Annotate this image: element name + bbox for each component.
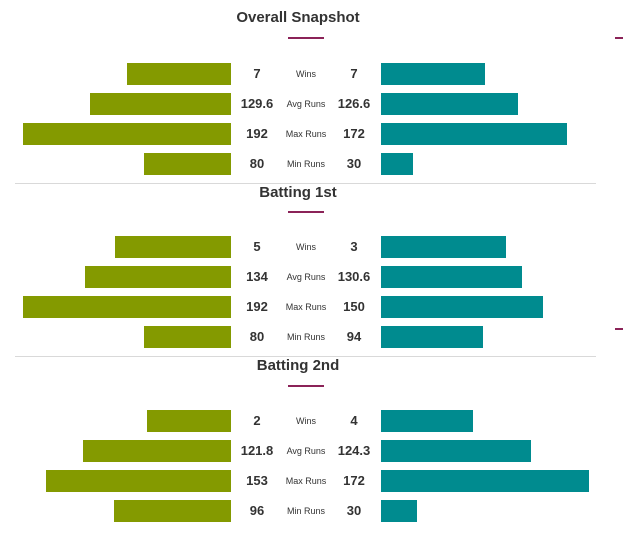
left-bar bbox=[114, 500, 231, 522]
metric-label: Wins bbox=[296, 69, 316, 79]
stat-row: 153 Max Runs 172 bbox=[0, 470, 596, 492]
metric-label: Max Runs bbox=[285, 129, 327, 139]
right-value: 172 bbox=[343, 473, 365, 488]
metric-label: Avg Runs bbox=[286, 99, 326, 109]
stat-row: 134 Avg Runs 130.6 bbox=[0, 266, 596, 288]
section-divider bbox=[15, 356, 596, 357]
right-value: 130.6 bbox=[337, 269, 371, 284]
metric-label: Wins bbox=[296, 242, 316, 252]
left-bar bbox=[85, 266, 231, 288]
right-value: 126.6 bbox=[337, 96, 371, 111]
left-value: 121.8 bbox=[240, 443, 274, 458]
left-bar bbox=[144, 326, 231, 348]
left-bar bbox=[46, 470, 231, 492]
left-bar bbox=[83, 440, 231, 462]
stat-row: 96 Min Runs 30 bbox=[0, 500, 596, 522]
stat-row: 7 Wins 7 bbox=[0, 63, 596, 85]
section-title: Overall Snapshot bbox=[236, 9, 360, 26]
right-value: 150 bbox=[343, 299, 365, 314]
right-bar bbox=[381, 326, 483, 348]
stat-row: 5 Wins 3 bbox=[0, 236, 596, 258]
metric-label: Wins bbox=[296, 416, 316, 426]
left-bar bbox=[23, 123, 231, 145]
left-value: 129.6 bbox=[240, 96, 274, 111]
left-value: 80 bbox=[249, 156, 265, 171]
left-value: 96 bbox=[249, 503, 265, 518]
left-value: 153 bbox=[246, 473, 268, 488]
stat-row: 192 Max Runs 150 bbox=[0, 296, 596, 318]
section-title: Batting 1st bbox=[259, 184, 337, 201]
right-bar bbox=[381, 296, 543, 318]
right-bar bbox=[381, 236, 506, 258]
section-title: Batting 2nd bbox=[256, 357, 340, 374]
right-value: 7 bbox=[350, 66, 358, 81]
right-bar bbox=[381, 153, 413, 175]
right-bar bbox=[381, 410, 473, 432]
right-bar bbox=[381, 93, 518, 115]
right-value: 30 bbox=[346, 503, 362, 518]
right-value: 30 bbox=[346, 156, 362, 171]
adjacent-panel-clipped bbox=[596, 0, 623, 545]
stat-row: 192 Max Runs 172 bbox=[0, 123, 596, 145]
adjacent-title-underline bbox=[615, 328, 623, 330]
right-value: 124.3 bbox=[337, 443, 371, 458]
adjacent-title-underline bbox=[615, 37, 623, 39]
right-bar bbox=[381, 470, 589, 492]
left-value: 5 bbox=[253, 239, 261, 254]
stat-row: 121.8 Avg Runs 124.3 bbox=[0, 440, 596, 462]
comparison-panel: Overall Snapshot 7 Wins 7 129.6 Avg Runs… bbox=[0, 9, 596, 522]
left-bar bbox=[127, 63, 231, 85]
right-value: 4 bbox=[350, 413, 358, 428]
section-title-underline bbox=[288, 385, 324, 387]
metric-label: Min Runs bbox=[286, 332, 325, 342]
right-bar bbox=[381, 440, 531, 462]
left-value: 134 bbox=[246, 269, 268, 284]
stat-row: 129.6 Avg Runs 126.6 bbox=[0, 93, 596, 115]
left-bar bbox=[147, 410, 231, 432]
stat-row: 2 Wins 4 bbox=[0, 410, 596, 432]
section-title-underline bbox=[288, 211, 324, 213]
right-bar bbox=[381, 123, 567, 145]
right-bar bbox=[381, 500, 417, 522]
stat-row: 80 Min Runs 30 bbox=[0, 153, 596, 175]
metric-label: Min Runs bbox=[286, 506, 325, 516]
metric-label: Avg Runs bbox=[286, 272, 326, 282]
left-value: 192 bbox=[246, 126, 268, 141]
left-bar bbox=[144, 153, 231, 175]
left-bar bbox=[23, 296, 231, 318]
left-value: 80 bbox=[249, 329, 265, 344]
metric-label: Max Runs bbox=[285, 476, 327, 486]
section-divider bbox=[15, 183, 596, 184]
right-value: 3 bbox=[350, 239, 358, 254]
left-value: 192 bbox=[246, 299, 268, 314]
right-bar bbox=[381, 266, 522, 288]
left-bar bbox=[90, 93, 231, 115]
left-value: 2 bbox=[253, 413, 261, 428]
right-bar bbox=[381, 63, 485, 85]
metric-label: Max Runs bbox=[285, 302, 327, 312]
right-value: 172 bbox=[343, 126, 365, 141]
right-value: 94 bbox=[346, 329, 362, 344]
metric-label: Avg Runs bbox=[286, 446, 326, 456]
left-value: 7 bbox=[253, 66, 261, 81]
left-bar bbox=[115, 236, 231, 258]
stat-row: 80 Min Runs 94 bbox=[0, 326, 596, 348]
section-title-underline bbox=[288, 37, 324, 39]
metric-label: Min Runs bbox=[286, 159, 325, 169]
